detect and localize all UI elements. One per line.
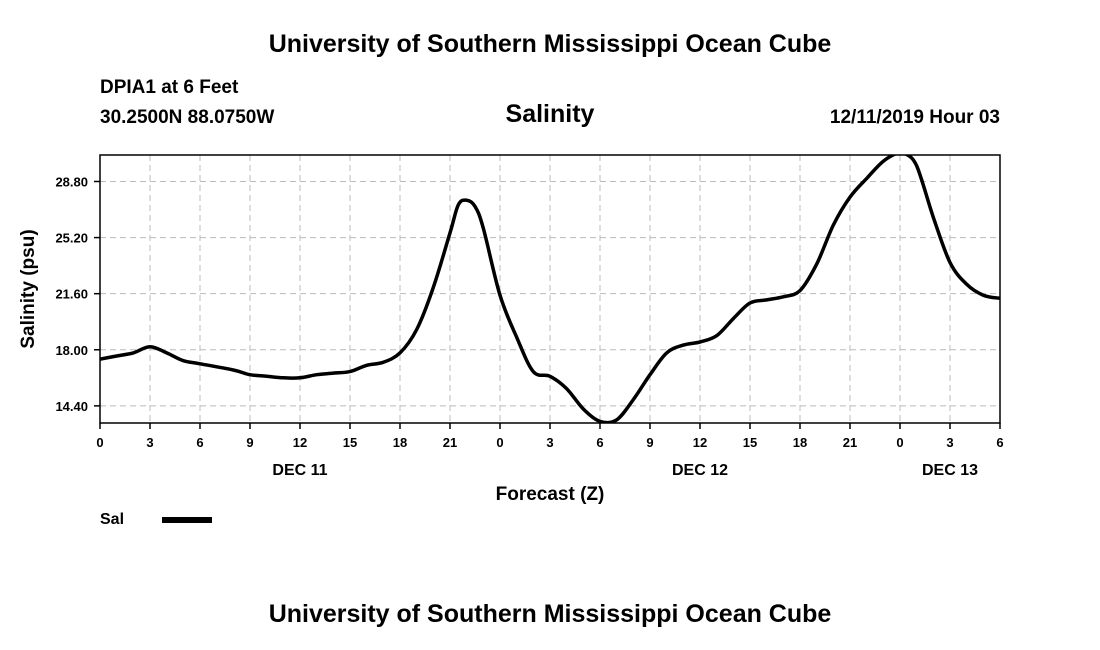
station-label: DPIA1 at 6 Feet bbox=[100, 77, 239, 98]
x-tick-label: 0 bbox=[896, 435, 903, 450]
x-tick-label: 6 bbox=[596, 435, 603, 450]
y-axis-title: Salinity (psu) bbox=[18, 229, 39, 348]
x-tick-label: 18 bbox=[393, 435, 407, 450]
page-title: University of Southern Mississippi Ocean… bbox=[268, 30, 832, 58]
x-tick-label: 3 bbox=[546, 435, 553, 450]
y-tick-label: 21.60 bbox=[55, 287, 88, 302]
x-tick-label: 9 bbox=[646, 435, 653, 450]
x-tick-label: 0 bbox=[496, 435, 503, 450]
footer-title: University of Southern Mississippi Ocean… bbox=[268, 600, 832, 628]
y-tick-label: 28.80 bbox=[55, 174, 88, 189]
y-tick-label: 14.40 bbox=[55, 399, 88, 414]
series-line-sal bbox=[100, 155, 1000, 423]
axis-labels: 0 3 6 9 12 15 18 21 0 3 6 9 12 15 18 21 0 3 6 14.40 18.00 21.… bbox=[55, 174, 1003, 479]
x-tick-label: 6 bbox=[996, 435, 1003, 450]
chart-title: Salinity bbox=[505, 100, 595, 128]
x-tick-label: 15 bbox=[743, 435, 757, 450]
legend-label-sal: Sal bbox=[100, 511, 124, 528]
y-tick-label: 25.20 bbox=[55, 231, 88, 246]
x-tick-label: 0 bbox=[96, 435, 103, 450]
coordinates-label: 30.2500N 88.0750W bbox=[100, 107, 275, 128]
x-tick-label: 21 bbox=[443, 435, 457, 450]
x-tick-label: 3 bbox=[146, 435, 153, 450]
x-tick-label: 18 bbox=[793, 435, 807, 450]
x-tick-label: 15 bbox=[343, 435, 357, 450]
x-tick-label: 6 bbox=[196, 435, 203, 450]
y-tick-label: 18.00 bbox=[55, 343, 88, 358]
grid-lines bbox=[100, 155, 1000, 423]
x-tick-label: 12 bbox=[293, 435, 307, 450]
legend: Sal bbox=[100, 511, 212, 528]
x-tick-label: 3 bbox=[946, 435, 953, 450]
axis-ticks bbox=[94, 180, 1001, 429]
x-axis-title: Forecast (Z) bbox=[496, 484, 605, 505]
x-tick-label: 12 bbox=[693, 435, 707, 450]
day-label: DEC 11 bbox=[272, 462, 327, 479]
day-label: DEC 13 bbox=[922, 462, 978, 479]
datetime-label: 12/11/2019 Hour 03 bbox=[829, 107, 1000, 128]
day-label: DEC 12 bbox=[672, 462, 728, 479]
x-tick-label: 21 bbox=[843, 435, 857, 450]
x-tick-label: 9 bbox=[246, 435, 253, 450]
